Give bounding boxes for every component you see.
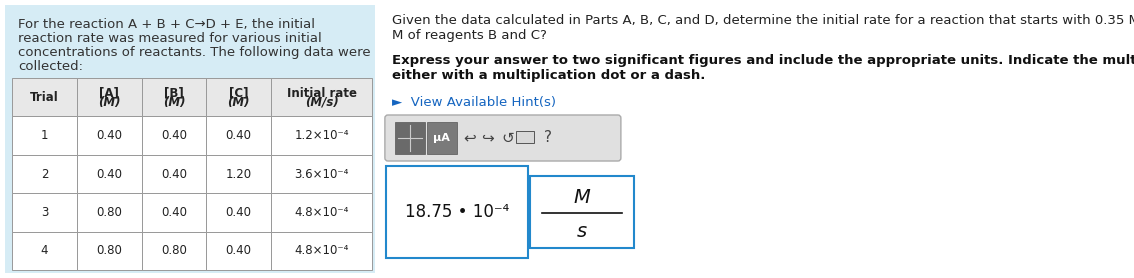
Text: 0.80: 0.80: [96, 206, 122, 219]
Text: 2: 2: [41, 168, 48, 180]
Bar: [206, 193, 271, 232]
Text: 4: 4: [41, 244, 48, 257]
Text: 1.2×10⁻⁴: 1.2×10⁻⁴: [294, 129, 349, 142]
Text: ↪: ↪: [482, 130, 494, 145]
Bar: [142, 116, 206, 155]
Text: ↺: ↺: [501, 130, 514, 145]
Text: collected:: collected:: [18, 60, 83, 73]
Bar: [77, 78, 142, 116]
Text: ?: ?: [544, 130, 552, 145]
Text: Express your answer to two significant figures and include the appropriate units: Express your answer to two significant f…: [392, 54, 1134, 67]
Text: Trial: Trial: [29, 91, 59, 104]
Text: 0.40: 0.40: [96, 129, 122, 142]
Text: 3: 3: [41, 206, 48, 219]
FancyBboxPatch shape: [426, 122, 457, 154]
Bar: [77, 193, 142, 232]
Text: 0.80: 0.80: [161, 244, 187, 257]
Bar: [77, 116, 142, 155]
Text: concentrations of reactants. The following data were: concentrations of reactants. The followi…: [18, 46, 371, 59]
Text: 4.8×10⁻⁴: 4.8×10⁻⁴: [295, 244, 348, 257]
Text: (M): (M): [162, 96, 185, 109]
FancyBboxPatch shape: [384, 115, 621, 161]
Bar: [77, 232, 142, 270]
Text: For the reaction A + B + C→D + E, the initial: For the reaction A + B + C→D + E, the in…: [18, 18, 315, 31]
Text: 0.80: 0.80: [96, 244, 122, 257]
FancyBboxPatch shape: [395, 122, 425, 154]
Bar: [12, 78, 77, 116]
Text: Μ of reagents Β and C?: Μ of reagents Β and C?: [392, 29, 547, 42]
Text: either with a multiplication dot or a dash.: either with a multiplication dot or a da…: [392, 69, 705, 82]
Text: [B]: [B]: [164, 87, 184, 100]
Bar: [142, 78, 206, 116]
Bar: [271, 232, 372, 270]
Text: Initial rate: Initial rate: [287, 87, 356, 100]
Text: 3.6×10⁻⁴: 3.6×10⁻⁴: [295, 168, 348, 180]
Bar: [5, 5, 375, 273]
Bar: [206, 116, 271, 155]
Text: (M): (M): [228, 96, 249, 109]
Text: 4.8×10⁻⁴: 4.8×10⁻⁴: [295, 206, 348, 219]
Text: μA: μA: [433, 133, 450, 143]
Bar: [271, 78, 372, 116]
Bar: [12, 193, 77, 232]
Text: M: M: [574, 188, 591, 207]
Bar: [516, 131, 534, 143]
Text: 0.40: 0.40: [161, 129, 187, 142]
Bar: [206, 78, 271, 116]
Text: reaction rate was measured for various initial: reaction rate was measured for various i…: [18, 32, 322, 45]
Bar: [142, 155, 206, 193]
Text: 1: 1: [41, 129, 48, 142]
Bar: [271, 116, 372, 155]
Text: 0.40: 0.40: [161, 168, 187, 180]
Bar: [12, 232, 77, 270]
Text: 18.75 • 10⁻⁴: 18.75 • 10⁻⁴: [405, 203, 509, 221]
Bar: [206, 155, 271, 193]
Text: s: s: [577, 222, 587, 240]
Text: 1.20: 1.20: [226, 168, 252, 180]
Text: 0.40: 0.40: [226, 129, 252, 142]
Bar: [142, 232, 206, 270]
Text: [A]: [A]: [100, 87, 119, 100]
Bar: [12, 155, 77, 193]
Bar: [142, 193, 206, 232]
Text: ►  View Available Hint(s): ► View Available Hint(s): [392, 96, 556, 109]
Text: ↩: ↩: [464, 130, 476, 145]
Text: 0.40: 0.40: [161, 206, 187, 219]
Bar: [77, 155, 142, 193]
Bar: [12, 116, 77, 155]
Bar: [271, 193, 372, 232]
Text: 0.40: 0.40: [226, 206, 252, 219]
Text: 0.40: 0.40: [226, 244, 252, 257]
Bar: [206, 232, 271, 270]
Bar: [271, 155, 372, 193]
Text: 0.40: 0.40: [96, 168, 122, 180]
Text: [C]: [C]: [229, 87, 248, 100]
Text: Given the data calculated in Parts A, B, C, and D, determine the initial rate fo: Given the data calculated in Parts A, B,…: [392, 14, 1134, 27]
Text: (M): (M): [98, 96, 120, 109]
Text: (M/s): (M/s): [305, 96, 338, 109]
FancyBboxPatch shape: [530, 176, 634, 248]
FancyBboxPatch shape: [386, 166, 528, 258]
